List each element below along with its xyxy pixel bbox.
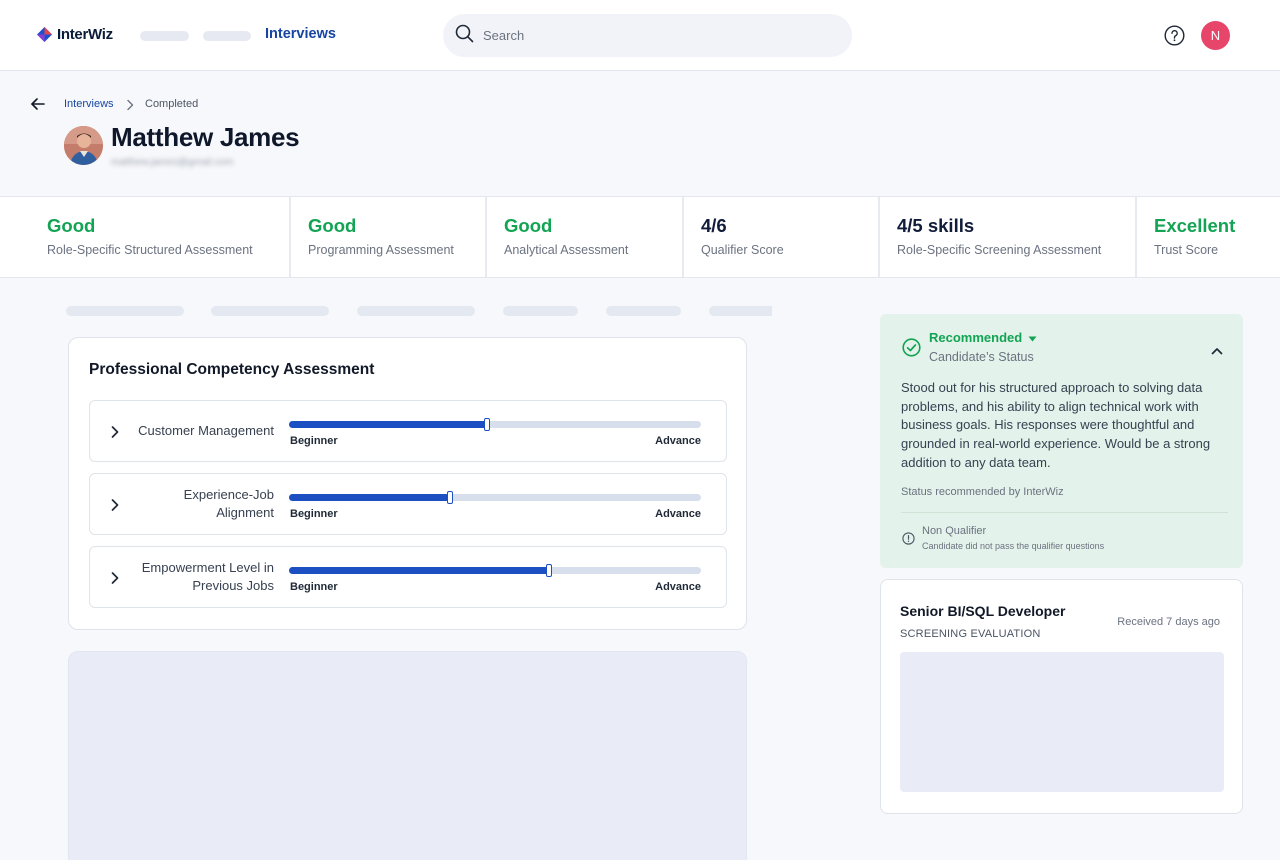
- chevron-right-icon[interactable]: [110, 571, 120, 585]
- logo[interactable]: InterWiz: [36, 26, 113, 43]
- tab-placeholder-4[interactable]: [503, 306, 578, 316]
- level-low-label: Beginner: [290, 508, 338, 520]
- competency-level-fill: [289, 494, 450, 501]
- chevron-right-icon[interactable]: [110, 498, 120, 512]
- chevron-right-icon[interactable]: [110, 425, 120, 439]
- competency-level-marker: [446, 491, 453, 504]
- job-title: Senior BI/SQL Developer: [900, 603, 1066, 619]
- score-value: Good: [504, 215, 553, 236]
- job-card[interactable]: Senior BI/SQL Developer SCREENING EVALUA…: [880, 579, 1243, 814]
- score-value: Good: [308, 215, 357, 236]
- non-qualifier-note: Candidate did not pass the qualifier que…: [922, 541, 1105, 551]
- tab-placeholder-6[interactable]: [709, 306, 772, 316]
- user-avatar[interactable]: N: [1201, 21, 1230, 50]
- competency-level-bar: [289, 418, 701, 431]
- nav-item-interviews[interactable]: Interviews: [265, 26, 336, 42]
- tab-placeholder-2[interactable]: [211, 306, 329, 316]
- logo-text: InterWiz: [57, 26, 113, 43]
- logo-icon: [36, 26, 53, 43]
- competency-level-bar: [289, 564, 701, 577]
- info-icon: [902, 532, 915, 545]
- competency-label: Experience-Job Alignment: [184, 486, 274, 522]
- candidate-email: matthew.james@gmail.com: [111, 157, 234, 168]
- score-label: Role-Specific Screening Assessment: [897, 243, 1102, 257]
- level-high-label: Advance: [655, 435, 701, 447]
- competency-label: Empowerment Level in Previous Jobs: [142, 559, 274, 595]
- status-value: Recommended: [929, 330, 1023, 345]
- score-screening-assessment[interactable]: 4/5 skills Role-Specific Screening Asses…: [880, 197, 1137, 277]
- job-received-time: Received 7 days ago: [1117, 616, 1220, 628]
- search-input[interactable]: [483, 28, 823, 43]
- search-icon: [455, 24, 474, 48]
- score-strip: Good Role-Specific Structured Assessment…: [0, 196, 1280, 278]
- tab-placeholder-3[interactable]: [357, 306, 475, 316]
- score-label: Qualifier Score: [701, 243, 784, 257]
- check-circle-icon: [902, 338, 921, 357]
- content-placeholder: [68, 651, 747, 860]
- nav-item-placeholder-1[interactable]: [140, 31, 189, 41]
- score-value: Good: [47, 215, 96, 236]
- competency-label-line: Customer Management: [138, 423, 274, 438]
- candidate-name: Matthew James: [111, 122, 300, 152]
- nav-item-placeholder-2[interactable]: [203, 31, 251, 41]
- competency-label-line: Experience-Job: [183, 487, 274, 502]
- score-label: Trust Score: [1154, 243, 1219, 257]
- status-dropdown[interactable]: Recommended: [929, 330, 1037, 345]
- score-structured-assessment[interactable]: Good Role-Specific Structured Assessment: [30, 197, 291, 277]
- competency-row-empowerment-level[interactable]: Empowerment Level in Previous Jobs Begin…: [89, 546, 727, 608]
- breadcrumb-current: Completed: [145, 98, 199, 110]
- chevron-right-icon: [126, 98, 134, 116]
- tab-placeholder-1[interactable]: [66, 306, 184, 316]
- help-icon[interactable]: [1164, 25, 1185, 46]
- score-analytical-assessment[interactable]: Good Analytical Assessment: [487, 197, 684, 277]
- competency-label-line: Alignment: [216, 505, 274, 520]
- competency-title: Professional Competency Assessment: [89, 361, 375, 378]
- search-bar[interactable]: [443, 14, 852, 57]
- competency-row-customer-management[interactable]: Customer Management Beginner Advance: [89, 400, 727, 462]
- divider: [901, 512, 1228, 513]
- status-attribution: Status recommended by InterWiz: [901, 486, 1064, 498]
- status-subtitle: Candidate’s Status: [929, 350, 1034, 364]
- candidate-status-card: Recommended Candidate’s Status Stood out…: [880, 314, 1243, 568]
- score-value: 4/5 skills: [897, 215, 975, 236]
- candidate-avatar: [64, 126, 103, 165]
- status-summary: Stood out for his structured approach to…: [901, 380, 1211, 470]
- competency-label: Customer Management: [138, 422, 274, 440]
- chevron-up-icon[interactable]: [1211, 342, 1223, 355]
- competency-row-experience-job-alignment[interactable]: Experience-Job Alignment Beginner Advanc…: [89, 473, 727, 535]
- back-arrow-icon[interactable]: [29, 96, 47, 112]
- score-label: Programming Assessment: [308, 243, 454, 257]
- competency-level-fill: [289, 421, 487, 428]
- level-high-label: Advance: [655, 581, 701, 593]
- top-bar: InterWiz Interviews N: [0, 0, 1280, 71]
- job-content-placeholder: [900, 652, 1224, 792]
- job-subtitle: SCREENING EVALUATION: [900, 628, 1041, 640]
- score-programming-assessment[interactable]: Good Programming Assessment: [291, 197, 487, 277]
- competency-card: Professional Competency Assessment Custo…: [68, 337, 747, 630]
- competency-label-line: Previous Jobs: [192, 578, 274, 593]
- score-qualifier[interactable]: 4/6 Qualifier Score: [684, 197, 880, 277]
- score-label: Analytical Assessment: [504, 243, 629, 257]
- competency-level-marker: [483, 418, 490, 431]
- competency-level-marker: [545, 564, 552, 577]
- tab-placeholder-5[interactable]: [606, 306, 681, 316]
- non-qualifier-title: Non Qualifier: [922, 525, 987, 537]
- level-low-label: Beginner: [290, 581, 338, 593]
- score-value: Excellent: [1154, 215, 1236, 236]
- caret-down-icon: [1028, 330, 1037, 345]
- breadcrumb-link-interviews[interactable]: Interviews: [64, 98, 114, 110]
- level-high-label: Advance: [655, 508, 701, 520]
- score-label: Role-Specific Structured Assessment: [47, 243, 253, 257]
- competency-level-bar: [289, 491, 701, 504]
- competency-label-line: Empowerment Level in: [141, 560, 274, 575]
- score-trust[interactable]: Excellent Trust Score: [1137, 197, 1280, 277]
- level-low-label: Beginner: [290, 435, 338, 447]
- competency-level-fill: [289, 567, 549, 574]
- score-value: 4/6: [701, 215, 727, 236]
